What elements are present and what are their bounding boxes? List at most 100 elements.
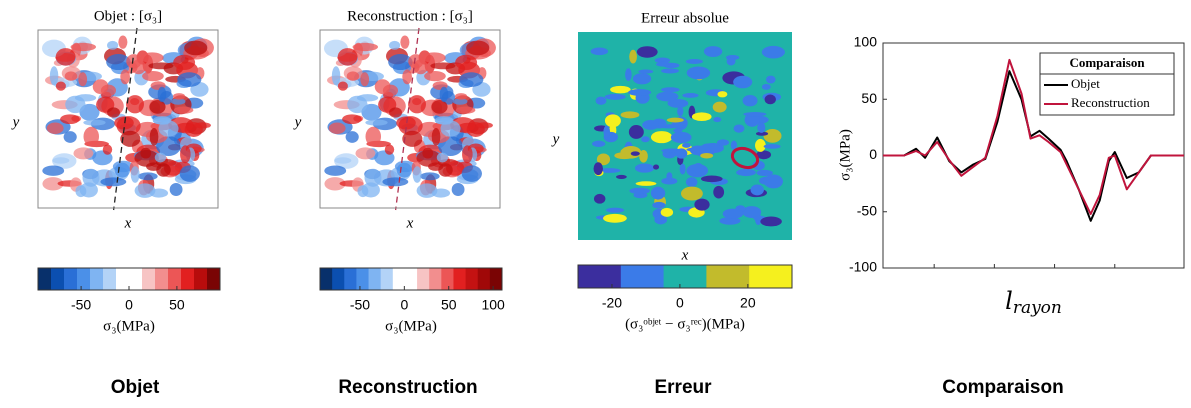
- blob: [763, 144, 781, 149]
- x-label-base: l: [1005, 287, 1013, 315]
- blob: [625, 68, 632, 81]
- blob: [654, 214, 668, 225]
- field-map: [38, 30, 218, 208]
- blob: [603, 213, 627, 223]
- blob: [52, 153, 77, 169]
- colorbar-tick-label: 20: [740, 295, 756, 311]
- blob: [455, 54, 478, 71]
- blob: [118, 35, 128, 49]
- blob: [396, 162, 413, 178]
- blob: [149, 188, 169, 198]
- blob: [193, 122, 211, 129]
- blob: [604, 114, 621, 128]
- blob: [83, 126, 100, 147]
- blob: [154, 152, 167, 163]
- y-tick-label: -50: [857, 202, 877, 218]
- blob: [126, 95, 144, 114]
- blob: [402, 69, 412, 85]
- highlight: [730, 146, 760, 170]
- blob: [42, 165, 65, 176]
- colorbar-cell: [116, 268, 130, 290]
- y-tick-label: 50: [861, 90, 877, 106]
- blob: [620, 111, 640, 119]
- blob: [42, 177, 64, 191]
- blob: [726, 57, 736, 66]
- blob: [713, 185, 725, 199]
- colorbar-cell: [368, 268, 382, 290]
- blob: [324, 165, 347, 176]
- blob: [694, 198, 710, 211]
- blob: [634, 163, 655, 173]
- blob: [603, 125, 611, 138]
- x-axis-label: x: [124, 215, 132, 231]
- blob: [337, 48, 358, 66]
- legend-label: Reconstruction: [1071, 95, 1150, 110]
- blob: [74, 94, 97, 102]
- colorbar-cell: [344, 268, 357, 290]
- blob: [357, 185, 369, 198]
- blob: [733, 75, 753, 89]
- blob: [675, 148, 688, 159]
- blob: [424, 70, 446, 82]
- panel-caption: Comparaison: [942, 377, 1063, 398]
- colorbar-cell: [453, 268, 467, 290]
- blob: [389, 107, 403, 118]
- blob: [434, 116, 454, 125]
- blob: [671, 120, 685, 129]
- blob: [337, 81, 348, 91]
- blob: [730, 140, 738, 150]
- colorbar-cell: [142, 268, 156, 290]
- blob: [82, 168, 100, 187]
- blob: [701, 143, 724, 154]
- blob: [703, 46, 723, 57]
- blob: [462, 145, 473, 164]
- colorbar-cell: [663, 265, 707, 288]
- blob: [138, 172, 158, 181]
- blob: [666, 172, 673, 181]
- blob: [130, 166, 140, 183]
- y-tick-label: 100: [854, 34, 878, 50]
- blob: [146, 162, 162, 171]
- colorbar-frame: [577, 264, 793, 289]
- blob: [593, 162, 603, 176]
- blob: [713, 117, 722, 123]
- blob: [475, 122, 493, 129]
- blob: [169, 182, 183, 197]
- y-tick-label: 0: [869, 146, 877, 162]
- blob: [673, 128, 683, 133]
- blob: [756, 150, 772, 160]
- blob: [641, 136, 650, 143]
- blob: [149, 127, 159, 146]
- blob: [733, 124, 745, 133]
- blob: [439, 86, 449, 103]
- map-title: Erreur absolue: [641, 10, 729, 26]
- blob: [712, 101, 727, 113]
- blob: [461, 165, 482, 182]
- blob: [682, 142, 691, 148]
- blob: [686, 66, 711, 80]
- blob: [365, 119, 388, 126]
- blob: [656, 91, 679, 102]
- profile-line: [112, 27, 138, 211]
- blob: [593, 193, 606, 204]
- blob: [629, 187, 650, 195]
- blob: [114, 162, 131, 178]
- colorbar-cell: [332, 268, 345, 290]
- colorbar-tick-label: 0: [676, 295, 684, 311]
- blob: [667, 98, 689, 108]
- blob: [389, 40, 401, 50]
- blob: [685, 177, 698, 188]
- blob: [717, 91, 728, 98]
- colorbar-label: σ₃(MPa): [103, 318, 155, 334]
- blob: [642, 120, 660, 130]
- colorbar-cell: [168, 268, 182, 290]
- blob: [331, 66, 341, 86]
- colorbar-tick-label: 50: [169, 297, 185, 313]
- legend-title: Comparaison: [1069, 55, 1145, 70]
- blob: [60, 114, 80, 125]
- blob: [677, 106, 684, 117]
- colorbar-frame: [319, 267, 503, 291]
- colorbar-tick-label: -20: [602, 295, 622, 311]
- blob: [355, 147, 376, 160]
- y-axis-label: y: [551, 131, 560, 147]
